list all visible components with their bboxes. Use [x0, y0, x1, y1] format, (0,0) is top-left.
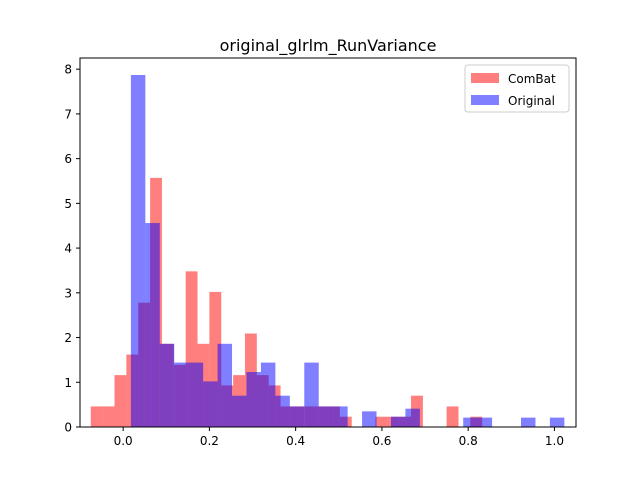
axes-frame [79, 57, 577, 428]
histogram-bar [217, 343, 233, 427]
histogram-bar [289, 406, 305, 427]
histogram-bar [275, 395, 290, 427]
x-tick-label: 1.0 [545, 434, 564, 448]
histogram-bar [102, 406, 115, 427]
histogram-bar [159, 343, 175, 427]
histogram-bar [446, 406, 459, 427]
x-tick-label: 0.2 [200, 434, 219, 448]
y-tick-label: 2 [64, 331, 72, 345]
histogram-bar [174, 362, 189, 427]
y-tick-label: 8 [64, 63, 72, 77]
x-tick-label: 0.8 [459, 434, 478, 448]
histogram-bar [318, 406, 334, 427]
series-original-bars [130, 75, 565, 427]
histogram-bar [130, 75, 146, 427]
x-tick-label: 0.6 [372, 434, 391, 448]
legend-swatch [471, 73, 499, 83]
histogram-bar [260, 362, 276, 427]
histogram-bar [114, 375, 127, 427]
histogram-bar [145, 223, 160, 427]
histogram-bar [203, 381, 218, 427]
y-tick-label: 3 [64, 286, 72, 300]
x-tick-label: 0.4 [286, 434, 305, 448]
histogram-bar [304, 362, 319, 427]
histogram-bar [375, 416, 388, 427]
histogram-bar [246, 371, 261, 427]
histogram-bar [390, 416, 406, 427]
y-tick-label: 7 [64, 107, 72, 121]
histogram-bar [362, 411, 377, 427]
y-tick-label: 1 [64, 376, 72, 390]
legend: ComBat Original [464, 64, 570, 113]
legend-label: ComBat [508, 72, 556, 86]
histogram-bar [463, 417, 478, 427]
y-tick-label: 4 [64, 242, 72, 256]
histogram-bar [405, 408, 420, 427]
histogram-bar [185, 271, 198, 427]
histogram-bar [477, 417, 493, 427]
histogram-bar [549, 417, 565, 427]
legend-swatch [471, 95, 499, 105]
chart-title: original_glrlm_RunVariance [220, 36, 437, 56]
y-axis: 0 1 2 3 4 5 6 7 8 [64, 63, 80, 435]
histogram-bar [232, 395, 247, 427]
histogram-bar [521, 417, 536, 427]
y-tick-label: 0 [64, 421, 72, 435]
histogram-bar [90, 406, 103, 427]
histogram-bar [209, 291, 222, 427]
histogram-bar [188, 362, 204, 427]
legend-label: Original [508, 94, 555, 108]
x-axis: 0.0 0.2 0.4 0.6 0.8 1.0 [114, 427, 564, 448]
y-tick-label: 6 [64, 152, 72, 166]
histogram-bar [333, 406, 348, 427]
x-tick-label: 0.0 [114, 434, 133, 448]
y-tick-label: 5 [64, 197, 72, 211]
